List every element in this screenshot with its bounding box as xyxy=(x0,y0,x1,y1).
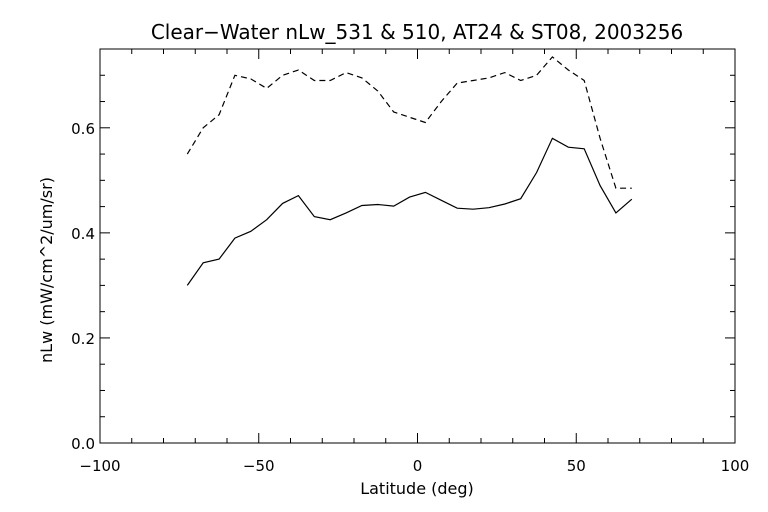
series-line-dashed xyxy=(186,56,632,189)
x-axis-label: Latitude (deg) xyxy=(360,479,474,498)
x-tick-label: 0 xyxy=(413,457,423,475)
plot-frame xyxy=(99,48,736,444)
y-tick-label: 0.0 xyxy=(71,435,95,453)
x-tick-label: −50 xyxy=(243,457,275,475)
axis-tick-labels: −100 −50 0 50 100 0.0 0.2 0.4 0.6 xyxy=(71,120,749,475)
y-tick-label: 0.2 xyxy=(71,330,95,348)
y-axis-label: nLw (mW/cm^2/um/sr) xyxy=(37,177,56,363)
x-tick-label: 100 xyxy=(721,457,750,475)
y-tick-label: 0.6 xyxy=(71,120,95,138)
chart-title: Clear−Water nLw_531 & 510, AT24 & ST08, … xyxy=(151,20,683,44)
series-layer xyxy=(186,56,633,286)
y-tick-label: 0.4 xyxy=(71,225,95,243)
x-tick-label: −100 xyxy=(79,457,120,475)
series-line-solid xyxy=(186,137,633,286)
axis-ticks xyxy=(99,48,736,444)
x-tick-label: 50 xyxy=(567,457,586,475)
